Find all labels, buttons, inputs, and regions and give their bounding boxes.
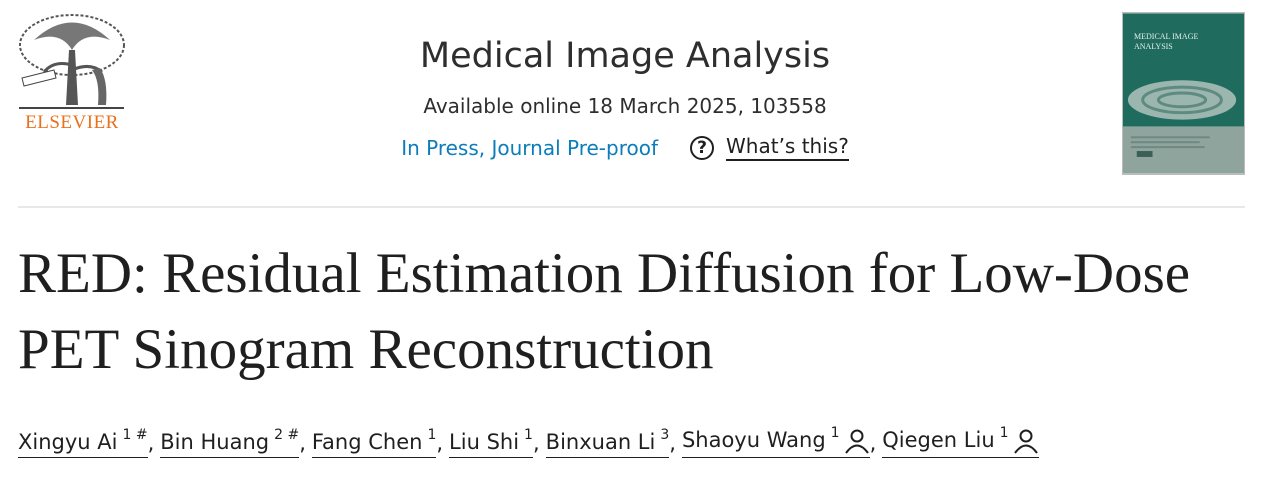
author-separator: , — [532, 431, 540, 455]
article-status[interactable]: In Press, Journal Pre-proof — [401, 135, 659, 160]
author[interactable]: Liu Shi 1 — [449, 427, 533, 458]
author-separator: , — [869, 431, 877, 455]
author-affiliation: 1 # — [122, 427, 148, 443]
contact-icon[interactable] — [1013, 428, 1039, 454]
author-separator: , — [299, 431, 306, 455]
author[interactable]: Qiegen Liu 1 — [882, 425, 1039, 458]
author-affiliation: 2 # — [274, 427, 300, 443]
author-affiliation: 1 — [999, 425, 1009, 441]
author-name[interactable]: Shaoyu Wang — [681, 428, 826, 452]
author-name[interactable]: Xingyu Ai — [18, 430, 118, 454]
help-icon: ? — [690, 135, 715, 160]
author-name[interactable]: Liu Shi — [449, 430, 520, 454]
author-separator: , — [436, 431, 444, 455]
article-title: RED: Residual Estimation Diffusion for L… — [18, 242, 1191, 381]
author-separator: , — [669, 431, 676, 455]
contact-icon[interactable] — [844, 428, 870, 454]
separator — [18, 206, 1245, 208]
author-affiliation: 3 — [660, 427, 670, 443]
availability: Available online 18 March 2025, 103558 — [423, 94, 827, 118]
publisher-name[interactable]: ELSEVIER — [25, 112, 119, 133]
author[interactable]: Xingyu Ai 1 # — [18, 427, 148, 458]
status-row: In Press, Journal Pre-proof ? What’s thi… — [300, 134, 950, 161]
journal-title[interactable]: Medical Image Analysis — [419, 36, 831, 76]
publisher-logo — [19, 14, 125, 109]
journal-cover[interactable] — [1122, 12, 1245, 175]
author-affiliation: 1 — [427, 427, 437, 443]
author-list: Xingyu Ai 1 #, Bin Huang 2 #, Fang Chen 1, Liu… — [18, 425, 1039, 458]
author-affiliation: 1 — [830, 425, 840, 441]
author-name[interactable]: Fang Chen — [311, 430, 423, 454]
author[interactable]: Bin Huang 2 # — [160, 427, 300, 458]
author-name[interactable]: Bin Huang — [160, 430, 270, 454]
author-name[interactable]: Qiegen Liu — [882, 428, 995, 452]
cover-title: MEDICAL IMAGE ANALYSIS — [1134, 32, 1199, 51]
help-label[interactable]: What’s this? — [726, 134, 849, 161]
author-affiliation: 1 — [524, 427, 533, 443]
help-link[interactable]: ? What’s this? — [690, 134, 849, 161]
author[interactable]: Binxuan Li 3 — [545, 427, 670, 458]
author-separator: , — [147, 431, 155, 455]
author-name[interactable]: Binxuan Li — [545, 430, 656, 454]
author[interactable]: Shaoyu Wang 1 — [681, 425, 870, 458]
author[interactable]: Fang Chen 1 — [311, 427, 437, 458]
